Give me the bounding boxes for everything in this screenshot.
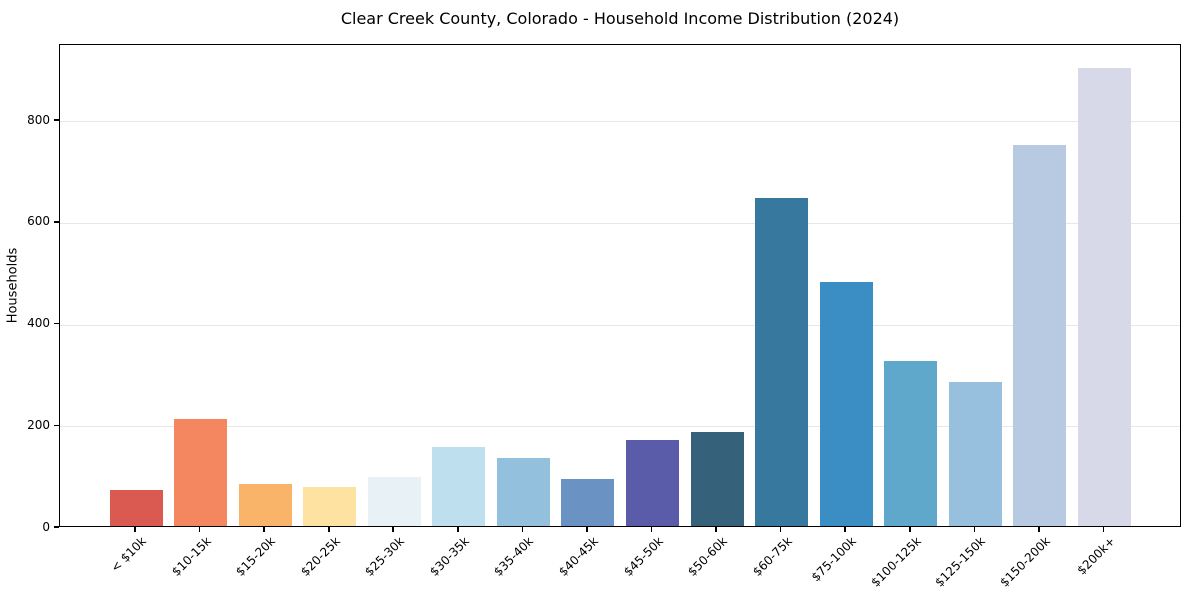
x-tick-label: $40-45k bbox=[556, 534, 601, 579]
bar-30-35k bbox=[432, 446, 486, 526]
y-tick-mark bbox=[54, 221, 59, 223]
x-tick-label: $25-30k bbox=[362, 534, 408, 579]
x-tick-mark bbox=[1102, 527, 1105, 532]
y-tick-label: 800 bbox=[27, 112, 50, 127]
y-tick-label: 200 bbox=[27, 417, 50, 432]
x-tick-label: $100-125k bbox=[868, 534, 924, 590]
x-tick-label: $60-75k bbox=[749, 534, 795, 579]
gridline-y-200 bbox=[60, 426, 1180, 428]
y-tick-label: 600 bbox=[27, 214, 50, 229]
x-tick-label: < $10k bbox=[108, 534, 149, 575]
y-tick-label: 0 bbox=[42, 519, 50, 534]
plot-area bbox=[59, 44, 1181, 527]
x-tick-mark bbox=[1038, 527, 1040, 532]
x-tick-label: $45-50k bbox=[620, 534, 666, 579]
bar-35-40k bbox=[496, 458, 550, 526]
bar-15-20k bbox=[238, 483, 292, 526]
x-tick-mark bbox=[521, 527, 524, 532]
x-tick-mark bbox=[779, 527, 782, 532]
x-tick-label: $125-150k bbox=[932, 534, 989, 590]
bar-10k bbox=[109, 489, 163, 526]
x-tick-mark bbox=[586, 527, 588, 532]
bar-100-125k bbox=[884, 360, 938, 526]
bar-50-60k bbox=[690, 431, 744, 526]
x-tick-mark bbox=[134, 527, 136, 532]
gridline-y-400 bbox=[60, 324, 1180, 326]
gridline-y-600 bbox=[60, 222, 1180, 224]
bar-20-25k bbox=[303, 487, 357, 526]
bar-75-100k bbox=[819, 281, 873, 526]
x-tick-mark bbox=[715, 527, 717, 532]
x-tick-label: $10-15k bbox=[168, 534, 214, 579]
x-tick-label: $200k+ bbox=[1073, 534, 1118, 578]
bar-40-45k bbox=[561, 479, 615, 526]
x-tick-mark bbox=[909, 527, 911, 532]
bar-125-150k bbox=[948, 381, 1002, 526]
x-tick-mark bbox=[457, 527, 459, 532]
x-tick-mark bbox=[973, 527, 976, 532]
y-tick-label: 400 bbox=[27, 316, 50, 331]
x-tick-mark bbox=[392, 527, 395, 532]
bar-60-75k bbox=[755, 198, 809, 526]
y-tick-mark bbox=[54, 526, 59, 528]
x-tick-label: $150-200k bbox=[997, 534, 1053, 590]
x-tick-label: $50-60k bbox=[685, 534, 731, 579]
bar-10-15k bbox=[174, 418, 228, 526]
x-tick-label: $35-40k bbox=[491, 534, 537, 579]
x-tick-label: $30-35k bbox=[426, 534, 472, 579]
bar-200k bbox=[1078, 67, 1132, 526]
x-tick-mark bbox=[844, 527, 847, 532]
x-tick-label: $15-20k bbox=[233, 534, 279, 579]
x-tick-label: $75-100k bbox=[808, 534, 860, 585]
bar-150-200k bbox=[1013, 144, 1067, 526]
x-tick-mark bbox=[198, 527, 201, 532]
y-tick-mark bbox=[54, 322, 59, 325]
x-tick-mark bbox=[327, 527, 330, 532]
bar-25-30k bbox=[367, 476, 421, 526]
x-tick-mark bbox=[263, 527, 265, 532]
x-tick-mark bbox=[650, 527, 653, 532]
x-tick-label: $20-25k bbox=[297, 534, 343, 579]
gridline-y-800 bbox=[60, 121, 1180, 123]
chart-title: Clear Creek County, Colorado - Household… bbox=[340, 9, 900, 28]
y-tick-mark bbox=[54, 119, 59, 122]
y-tick-mark bbox=[54, 424, 59, 427]
bar-45-50k bbox=[626, 440, 680, 526]
